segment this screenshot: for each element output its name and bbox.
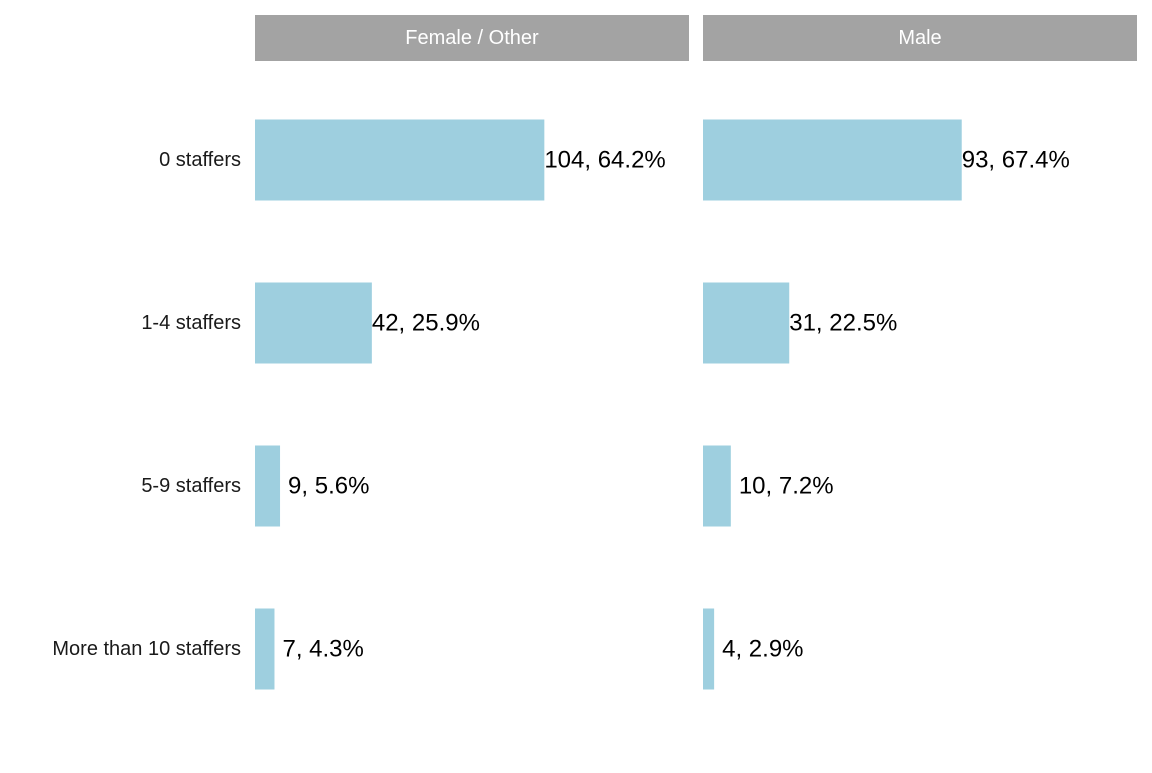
data-label: 7, 4.3% [282, 636, 363, 663]
bar [255, 608, 275, 690]
bar [255, 119, 545, 201]
facet-strip [255, 15, 689, 61]
data-label: 104, 64.2% [544, 147, 665, 174]
data-label: 9, 5.6% [288, 473, 369, 500]
data-label: 31, 22.5% [789, 310, 897, 337]
category-label: More than 10 staffers [52, 638, 241, 660]
bar [255, 282, 372, 364]
category-label: 0 staffers [159, 149, 241, 171]
bar [255, 445, 281, 527]
facet-strip [703, 15, 1137, 61]
bar [703, 282, 790, 364]
facet-strip-title: Male [898, 27, 941, 49]
data-label: 93, 67.4% [962, 147, 1070, 174]
bar [703, 445, 731, 527]
bar [703, 119, 962, 201]
data-label: 42, 25.9% [372, 310, 480, 337]
category-label: 5-9 staffers [141, 475, 241, 497]
category-label: 1-4 staffers [141, 312, 241, 334]
facet-strip-title: Female / Other [405, 27, 539, 49]
data-label: 4, 2.9% [722, 636, 803, 663]
bar [703, 608, 715, 690]
data-label: 10, 7.2% [739, 473, 834, 500]
